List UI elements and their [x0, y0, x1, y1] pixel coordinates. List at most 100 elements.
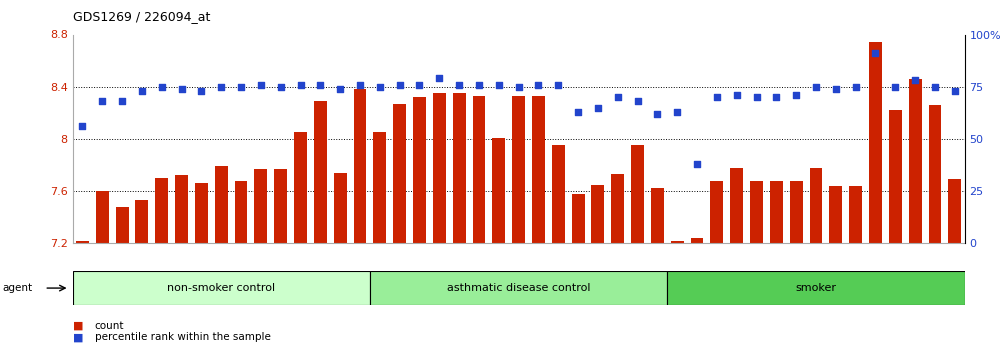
Point — [650, 111, 666, 117]
Bar — [691, 238, 704, 243]
Bar — [591, 185, 604, 243]
Bar — [370, 271, 668, 305]
Point — [570, 109, 586, 115]
Bar — [631, 145, 644, 243]
Point — [471, 82, 487, 87]
Point — [670, 109, 686, 115]
Point — [233, 84, 249, 89]
Text: count: count — [95, 321, 124, 331]
Bar — [710, 181, 723, 243]
Bar — [869, 42, 882, 243]
Bar — [671, 240, 684, 243]
Point — [848, 84, 864, 89]
Bar — [136, 200, 148, 243]
Point — [451, 82, 467, 87]
Text: smoker: smoker — [796, 283, 837, 293]
Bar — [314, 101, 327, 243]
Bar — [949, 179, 962, 243]
Point — [768, 95, 784, 100]
Point — [531, 82, 547, 87]
Bar — [770, 181, 782, 243]
Point — [629, 99, 645, 104]
Text: asthmatic disease control: asthmatic disease control — [447, 283, 590, 293]
Point — [926, 84, 943, 89]
Bar — [810, 168, 823, 243]
Point — [351, 82, 368, 87]
Point — [292, 82, 308, 87]
Bar — [750, 181, 763, 243]
Point — [134, 88, 150, 93]
Point — [729, 92, 745, 98]
Point — [947, 88, 963, 93]
Point — [867, 50, 883, 56]
Bar — [73, 271, 370, 305]
Point — [372, 84, 388, 89]
Point — [332, 86, 348, 91]
Bar — [572, 194, 584, 243]
Point — [550, 82, 566, 87]
Bar — [532, 96, 545, 243]
Bar — [830, 186, 842, 243]
Bar — [175, 175, 188, 243]
Text: GDS1269 / 226094_at: GDS1269 / 226094_at — [73, 10, 209, 23]
Bar — [214, 166, 228, 243]
Bar — [155, 178, 168, 243]
Text: percentile rank within the sample: percentile rank within the sample — [95, 333, 271, 342]
Point — [748, 95, 764, 100]
Point — [609, 95, 625, 100]
Bar — [552, 145, 565, 243]
Point — [709, 95, 725, 100]
Point — [887, 84, 903, 89]
Bar — [889, 110, 901, 243]
Bar — [651, 188, 664, 243]
Point — [114, 99, 130, 104]
Point — [511, 84, 527, 89]
Bar — [472, 96, 485, 243]
Point — [590, 105, 606, 110]
Bar — [76, 240, 89, 243]
Point — [808, 84, 824, 89]
Bar — [928, 105, 942, 243]
Bar — [195, 183, 207, 243]
Point — [193, 88, 209, 93]
Point — [213, 84, 230, 89]
Text: ■: ■ — [73, 333, 83, 342]
Bar — [492, 138, 506, 243]
Point — [412, 82, 428, 87]
Bar — [453, 93, 465, 243]
Point — [75, 124, 91, 129]
Point — [689, 161, 705, 167]
Text: non-smoker control: non-smoker control — [167, 283, 275, 293]
Bar — [730, 168, 743, 243]
Bar — [393, 104, 406, 243]
Bar — [413, 97, 426, 243]
Bar — [513, 96, 525, 243]
Bar — [255, 169, 267, 243]
Point — [154, 84, 170, 89]
Point — [392, 82, 408, 87]
Bar — [908, 79, 921, 243]
Point — [828, 86, 844, 91]
Point — [95, 99, 111, 104]
Text: ■: ■ — [73, 321, 83, 331]
Bar — [374, 132, 387, 243]
Bar — [353, 89, 367, 243]
Point — [788, 92, 805, 98]
Bar — [294, 132, 307, 243]
Bar — [433, 93, 446, 243]
Bar — [789, 181, 803, 243]
Bar — [611, 174, 624, 243]
Bar — [333, 173, 346, 243]
Point — [173, 86, 189, 91]
Bar — [849, 186, 862, 243]
Bar — [235, 181, 248, 243]
Point — [312, 82, 328, 87]
Point — [907, 78, 923, 83]
Point — [490, 82, 507, 87]
Point — [431, 76, 447, 81]
Bar — [274, 169, 287, 243]
Bar — [668, 271, 965, 305]
Point — [273, 84, 289, 89]
Bar — [96, 191, 109, 243]
Point — [253, 82, 269, 87]
